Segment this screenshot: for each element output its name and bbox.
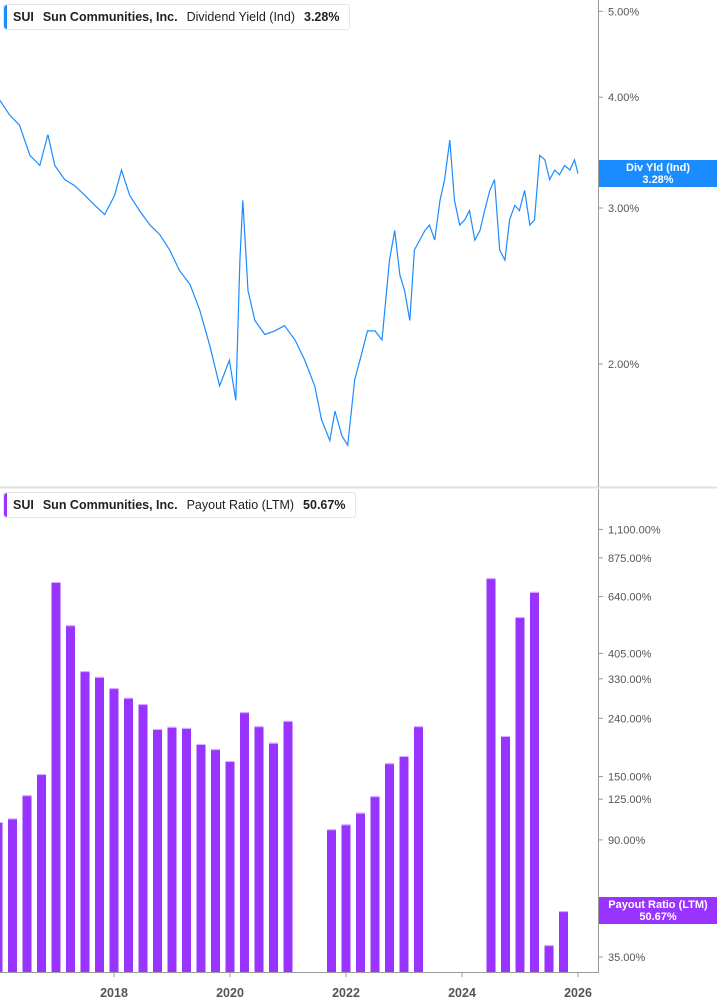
legend-ticker: SUI bbox=[13, 498, 34, 512]
payout-ratio-bar bbox=[399, 756, 409, 972]
y-tick-label: 875.00% bbox=[608, 553, 652, 565]
payout-ratio-bar bbox=[254, 726, 264, 972]
dividend-yield-badge: Div Yld (Ind) 3.28% bbox=[599, 160, 717, 187]
payout-ratio-bar bbox=[22, 795, 32, 972]
payout-ratio-bar bbox=[341, 824, 351, 972]
y-tick-label: 1,100.00% bbox=[608, 524, 661, 536]
y-tick-label: 640.00% bbox=[608, 592, 652, 604]
payout-ratio-bar bbox=[8, 818, 17, 972]
legend-company: Sun Communities, Inc. bbox=[42, 10, 178, 24]
y-tick-label: 90.00% bbox=[608, 835, 646, 847]
payout-ratio-bar bbox=[530, 591, 539, 972]
payout-ratio-bar bbox=[51, 582, 61, 972]
legend-metric: Dividend Yield (Ind) bbox=[186, 10, 295, 24]
legend-value: 50.67% bbox=[303, 498, 346, 512]
badge-value: 50.67% bbox=[639, 911, 677, 923]
x-tick-label: 2020 bbox=[216, 986, 244, 1000]
top-legend: SUI Sun Communities, Inc. Dividend Yield… bbox=[3, 4, 351, 30]
y-tick-label: 3.00% bbox=[608, 203, 639, 215]
legend-metric: Payout Ratio (LTM) bbox=[186, 498, 295, 512]
payout-ratio-bar bbox=[211, 749, 220, 972]
legend-color-bar bbox=[4, 493, 7, 517]
payout-ratio-bar bbox=[66, 625, 75, 972]
payout-ratio-bar bbox=[283, 720, 293, 972]
payout-ratio-bar bbox=[544, 945, 554, 972]
x-tick-label: 2022 bbox=[332, 986, 360, 1000]
y-tick-label: 150.00% bbox=[608, 772, 652, 784]
payout-ratio-bar bbox=[486, 578, 496, 972]
payout-ratio-bar bbox=[124, 697, 133, 972]
badge-label: Payout Ratio (LTM) bbox=[608, 899, 708, 911]
payout-ratio-bar bbox=[80, 671, 90, 972]
legend-company: Sun Communities, Inc. bbox=[42, 498, 178, 512]
y-tick-label: 5.00% bbox=[608, 6, 639, 18]
payout-ratio-bar bbox=[385, 763, 394, 972]
x-tick-label: 2026 bbox=[564, 986, 592, 1000]
y-tick-label: 240.00% bbox=[608, 713, 652, 725]
x-tick-label: 2024 bbox=[448, 986, 476, 1000]
payout-ratio-bar bbox=[356, 812, 365, 972]
payout-ratio-bar bbox=[37, 774, 46, 972]
y-tick-label: 125.00% bbox=[608, 794, 652, 806]
legend-value: 3.28% bbox=[304, 10, 340, 24]
payout-ratio-bar bbox=[182, 727, 191, 972]
legend-color-bar bbox=[4, 5, 7, 29]
legend-ticker: SUI bbox=[13, 10, 34, 24]
badge-value: 3.28% bbox=[642, 174, 674, 186]
dividend-yield-line bbox=[0, 99, 579, 448]
payout-ratio-bar bbox=[327, 829, 336, 972]
payout-ratio-bar bbox=[501, 736, 510, 972]
payout-ratio-badge: Payout Ratio (LTM) 50.67% bbox=[599, 897, 717, 924]
payout-ratio-bar bbox=[414, 726, 423, 972]
payout-ratio-bar bbox=[559, 911, 568, 972]
payout-ratio-bar bbox=[153, 729, 162, 972]
payout-ratio-bar bbox=[515, 617, 525, 972]
y-tick-label: 2.00% bbox=[608, 359, 639, 371]
y-tick-label: 330.00% bbox=[608, 674, 652, 686]
payout-ratio-bar bbox=[225, 761, 235, 972]
payout-ratio-bar bbox=[240, 712, 249, 972]
x-tick-label: 2018 bbox=[100, 986, 128, 1000]
payout-ratio-bar bbox=[109, 688, 119, 972]
y-tick-label: 4.00% bbox=[608, 92, 639, 104]
payout-ratio-bar bbox=[269, 742, 278, 972]
payout-ratio-bar bbox=[138, 704, 148, 972]
payout-ratio-bar bbox=[0, 821, 3, 972]
bottom-legend: SUI Sun Communities, Inc. Payout Ratio (… bbox=[3, 492, 357, 518]
payout-ratio-bar bbox=[167, 726, 177, 972]
y-tick-label: 35.00% bbox=[608, 952, 646, 964]
payout-ratio-bar bbox=[95, 676, 104, 972]
payout-ratio-bar bbox=[370, 796, 380, 972]
badge-label: Div Yld (Ind) bbox=[626, 162, 690, 174]
y-tick-label: 405.00% bbox=[608, 648, 652, 660]
payout-ratio-bar bbox=[196, 744, 206, 972]
